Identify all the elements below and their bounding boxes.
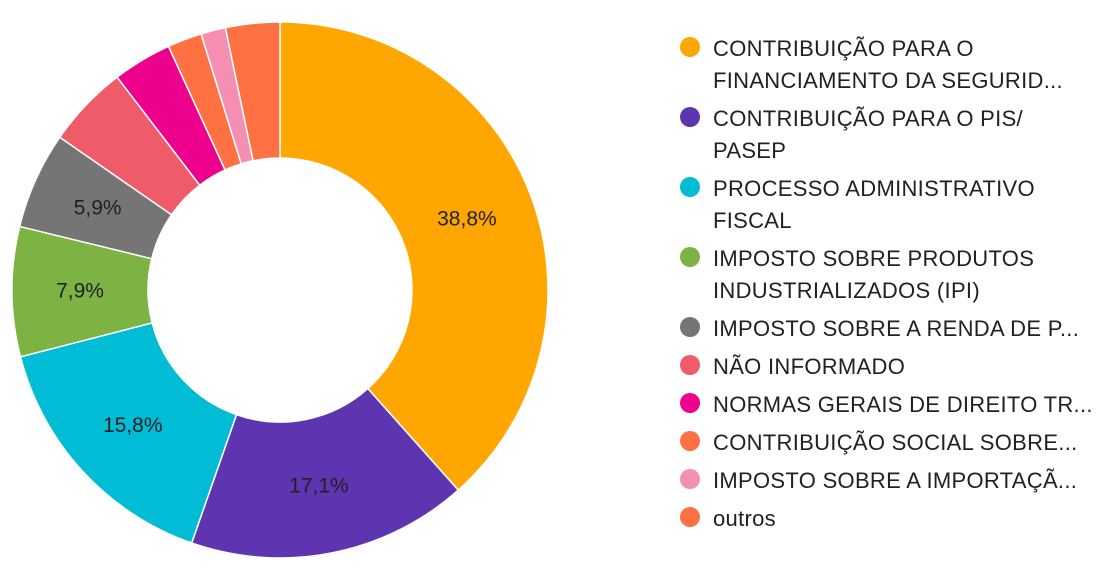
donut-slice[interactable]: [224, 21, 281, 162]
legend-item[interactable]: NÃO INFORMADO: [680, 351, 1100, 383]
legend-label: outros: [713, 506, 776, 531]
legend-swatch: [680, 247, 700, 267]
legend-swatch: [680, 177, 700, 197]
legend-label: IMPOSTO SOBRE A IMPORTAÇÃ...: [713, 468, 1078, 493]
data-label: 17,1%: [289, 475, 349, 498]
donut-slice[interactable]: [279, 21, 549, 492]
legend-label: IMPOSTO SOBRE A RENDA DE P...: [713, 316, 1080, 341]
legend-swatch: [680, 469, 700, 489]
legend-item[interactable]: CONTRIBUIÇÃO PARA O PIS/ PASEP: [680, 103, 1100, 167]
legend-swatch: [680, 317, 700, 337]
legend-label: IMPOSTO SOBRE PRODUTOS INDUSTRIALIZADOS …: [713, 246, 1035, 303]
data-label: 38,8%: [437, 207, 497, 230]
legend-swatch: [680, 431, 700, 451]
donut-data-labels: 38,8% 17,1% 15,8% 7,9% 5,9%: [56, 196, 497, 497]
legend-label: CONTRIBUIÇÃO PARA O FINANCIAMENTO DA SEG…: [713, 36, 1063, 93]
legend-label: CONTRIBUIÇÃO SOCIAL SOBRE...: [713, 430, 1078, 455]
donut-slice[interactable]: [190, 387, 460, 559]
donut-chart: 38,8% 17,1% 15,8% 7,9% 5,9%: [11, 21, 549, 559]
legend-swatch: [680, 507, 700, 527]
donut-slice[interactable]: [19, 321, 238, 544]
legend-swatch: [680, 107, 700, 127]
legend-item[interactable]: CONTRIBUIÇÃO PARA O FINANCIAMENTO DA SEG…: [680, 33, 1100, 97]
legend-item[interactable]: CONTRIBUIÇÃO SOCIAL SOBRE...: [680, 427, 1100, 459]
legend-label: NÃO INFORMADO: [713, 354, 906, 379]
legend-item[interactable]: outros: [680, 503, 1100, 535]
legend-item[interactable]: NORMAS GERAIS DE DIREITO TR...: [680, 389, 1100, 421]
data-label: 15,8%: [103, 414, 163, 437]
chart-legend: CONTRIBUIÇÃO PARA O FINANCIAMENTO DA SEG…: [680, 33, 1100, 541]
legend-swatch: [680, 37, 700, 57]
legend-item[interactable]: IMPOSTO SOBRE A RENDA DE P...: [680, 313, 1100, 345]
legend-item[interactable]: PROCESSO ADMINISTRATIVO FISCAL: [680, 173, 1100, 237]
legend-label: NORMAS GERAIS DE DIREITO TR...: [713, 392, 1093, 417]
legend-swatch: [680, 393, 700, 413]
data-label: 5,9%: [74, 196, 122, 219]
legend-label: PROCESSO ADMINISTRATIVO FISCAL: [713, 176, 1035, 233]
legend-item[interactable]: IMPOSTO SOBRE PRODUTOS INDUSTRIALIZADOS …: [680, 243, 1100, 307]
data-label: 7,9%: [56, 280, 104, 303]
legend-label: CONTRIBUIÇÃO PARA O PIS/ PASEP: [713, 106, 1023, 163]
donut-slices: [11, 21, 549, 559]
legend-swatch: [680, 355, 700, 375]
legend-item[interactable]: IMPOSTO SOBRE A IMPORTAÇÃ...: [680, 465, 1100, 497]
